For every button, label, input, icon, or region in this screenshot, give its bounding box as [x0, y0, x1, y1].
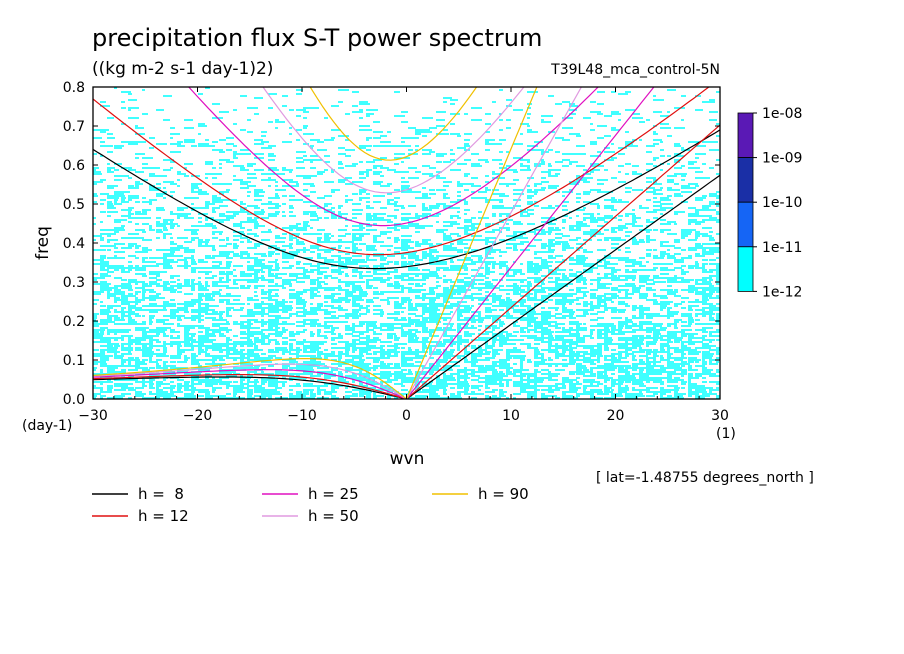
- dispersion-curves: [93, 87, 720, 399]
- x-tick-label: 20: [607, 408, 625, 424]
- y-tick-label: 0.1: [63, 353, 85, 369]
- curve-kelvin-h12: [406, 124, 720, 399]
- curve-rossby-h12: [93, 374, 407, 399]
- latitude-footnote: [ lat=-1.48755 degrees_north ]: [596, 470, 814, 486]
- legend-label: h = 8: [138, 485, 184, 503]
- curve-kelvin-h8: [406, 174, 720, 399]
- x-axis-label: wvn: [390, 449, 425, 469]
- curve-kelvin-h90: [405, 87, 538, 399]
- y-tick-label: 0.2: [63, 314, 85, 330]
- x-tick-label: −10: [287, 408, 317, 424]
- x-tick-label: 0: [402, 408, 411, 424]
- colorbar: 1e-08 1e-09 1e-10 1e-11 1e-12: [737, 106, 802, 300]
- colorbar-segment: [737, 157, 754, 203]
- colorbar-label: 1e-09: [762, 151, 802, 167]
- chart-title: precipitation flux S-T power spectrum: [92, 24, 542, 52]
- curve-ig-h25: [187, 87, 599, 227]
- curve-rossby-h50: [93, 363, 407, 399]
- y-unit-label: (day-1): [22, 418, 72, 434]
- spectrum-heatmap: [93, 87, 720, 399]
- y-tick-label: 0.5: [63, 197, 85, 213]
- y-tick-label: 0.4: [63, 236, 85, 252]
- y-axis-label: freq: [33, 226, 53, 260]
- legend: h = 8 h = 12 h = 25 h = 50 h = 90: [92, 485, 529, 525]
- legend-label: h = 90: [478, 485, 529, 503]
- colorbar-segment: [737, 112, 754, 158]
- x-tick-label: 30: [711, 408, 729, 424]
- colorbar-label: 1e-10: [762, 195, 802, 211]
- curve-ig-h50: [262, 87, 525, 194]
- y-tick-label: 0.3: [63, 275, 85, 291]
- y-tick-label: 0.8: [63, 80, 85, 96]
- colorbar-label: 1e-11: [762, 240, 802, 256]
- curve-ig-h8: [93, 129, 720, 270]
- x-axis-ticks: −30 −20 −10 0 10 20 30: [78, 87, 729, 424]
- legend-label: h = 25: [308, 485, 359, 503]
- colorbar-label: 1e-08: [762, 106, 802, 122]
- run-label: T39L48_mca_control-5N: [550, 62, 720, 78]
- curve-ig-h12: [93, 87, 710, 256]
- x-tick-label: −20: [183, 408, 213, 424]
- curve-rossby-h25: [93, 369, 407, 399]
- legend-label: h = 12: [138, 507, 189, 525]
- x-tick-label: −30: [78, 408, 108, 424]
- curve-rossby-h8: [93, 376, 407, 399]
- curve-kelvin-h25: [406, 87, 655, 399]
- heatmap-cells: [93, 87, 720, 399]
- x-tick-label: 10: [502, 408, 520, 424]
- y-tick-label: 0.6: [63, 158, 85, 174]
- y-tick-label: 0.7: [63, 119, 85, 135]
- chart-subtitle: ((kg m-2 s-1 day-1)2): [92, 59, 273, 79]
- colorbar-segment: [737, 201, 754, 248]
- y-axis-ticks: 0.0 0.1 0.2 0.3 0.4 0.5 0.6 0.7 0.8: [63, 80, 720, 408]
- colorbar-label: 1e-12: [762, 284, 802, 300]
- curve-rossby-h90: [93, 358, 407, 399]
- curve-ig-h90: [309, 87, 478, 161]
- x-unit-label: (1): [716, 426, 736, 442]
- y-tick-label: 0.0: [63, 392, 85, 408]
- curve-kelvin-h50: [405, 87, 583, 399]
- colorbar-segment: [737, 246, 754, 292]
- legend-label: h = 50: [308, 507, 359, 525]
